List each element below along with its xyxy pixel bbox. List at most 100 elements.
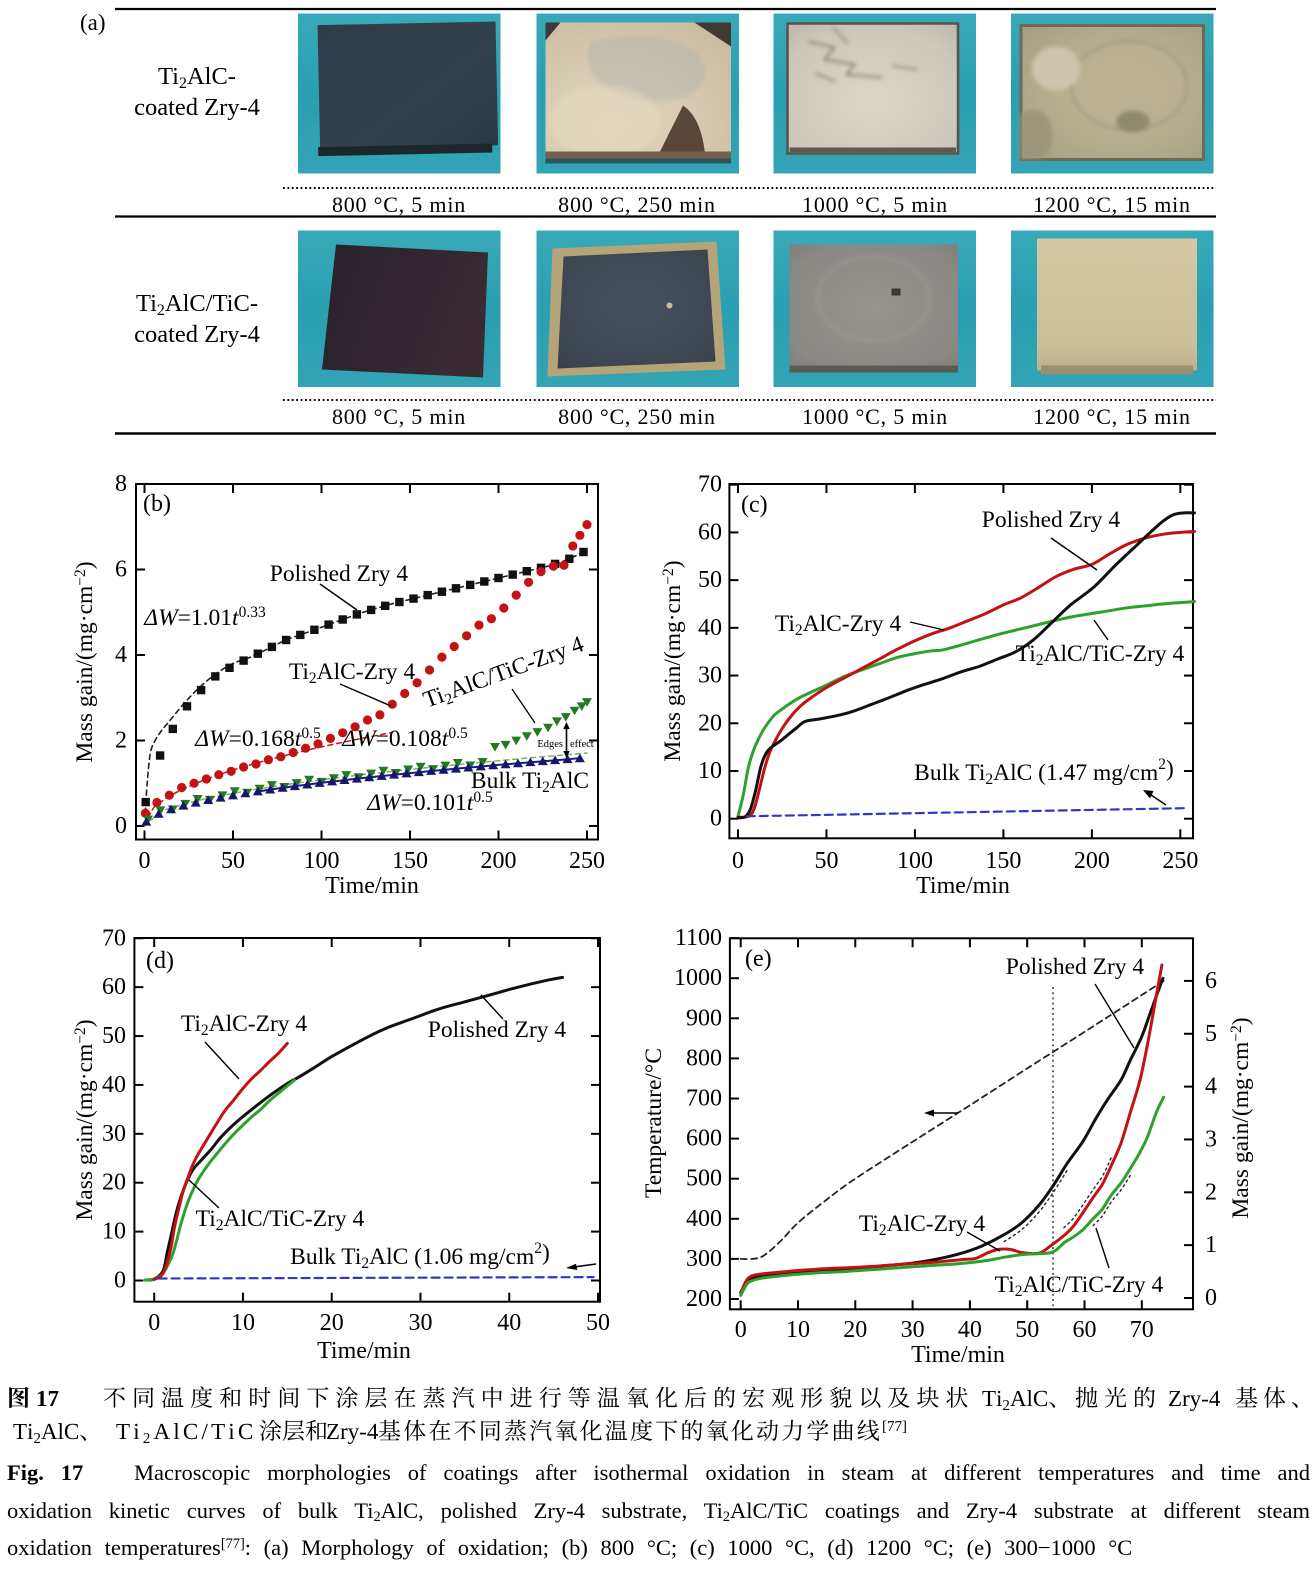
svg-text:Bulk Ti2AlC (1.47 mg/cm2): Bulk Ti2AlC (1.47 mg/cm2) (914, 756, 1174, 788)
svg-text:Time/min: Time/min (916, 873, 1010, 899)
svg-text:0: 0 (732, 848, 744, 874)
svg-text:40: 40 (958, 1317, 982, 1343)
svg-text:50: 50 (586, 1310, 610, 1336)
svg-text:70: 70 (102, 925, 126, 951)
svg-text:150: 150 (985, 848, 1021, 874)
svg-text:40: 40 (497, 1310, 521, 1336)
svg-text:200: 200 (686, 1286, 722, 1312)
svg-text:4: 4 (1205, 1074, 1217, 1100)
svg-text:50: 50 (698, 567, 722, 593)
svg-text:60: 60 (698, 519, 722, 545)
svg-text:Ti2AlC-Zry 4: Ti2AlC-Zry 4 (859, 1211, 986, 1239)
svg-text:60: 60 (102, 974, 126, 1000)
svg-text:0: 0 (1205, 1285, 1217, 1311)
svg-text:800 °C, 250 min: 800 °C, 250 min (558, 192, 716, 217)
svg-text:Bulk Ti2AlC: Bulk Ti2AlC (471, 768, 589, 796)
svg-text:900: 900 (686, 1005, 722, 1031)
svg-text:20: 20 (698, 710, 722, 736)
svg-text:0: 0 (115, 813, 127, 839)
svg-text:5: 5 (1205, 1021, 1217, 1047)
svg-text:300: 300 (686, 1246, 722, 1272)
svg-text:ΔW=0.108t0.5: ΔW=0.108t0.5 (341, 725, 468, 752)
svg-text:100: 100 (897, 848, 933, 874)
svg-text:800: 800 (686, 1045, 722, 1071)
svg-text:Ti2AlC/TiC-Zry 4: Ti2AlC/TiC-Zry 4 (995, 1272, 1164, 1300)
svg-text:Polished Zry 4: Polished Zry 4 (1006, 954, 1145, 980)
svg-text:70: 70 (698, 472, 722, 498)
svg-text:30: 30 (698, 663, 722, 689)
svg-text:coated Zry-4: coated Zry-4 (134, 321, 260, 348)
svg-text:30: 30 (102, 1121, 126, 1147)
svg-text:Ti2AlC-Zry 4: Ti2AlC-Zry 4 (289, 659, 416, 687)
svg-text:1000 °C, 5 min: 1000 °C, 5 min (802, 192, 948, 217)
svg-text:200: 200 (1074, 848, 1110, 874)
svg-text:50: 50 (221, 848, 245, 874)
svg-text:Temperature/°C: Temperature/°C (641, 1048, 667, 1198)
svg-text:0: 0 (710, 806, 722, 832)
svg-text:Ti2AlC/TiC-Zry 4: Ti2AlC/TiC-Zry 4 (196, 1206, 365, 1234)
svg-text:1000 °C, 5 min: 1000 °C, 5 min (802, 404, 948, 429)
svg-text:10: 10 (698, 758, 722, 784)
svg-text:ΔW=1.01t0.33: ΔW=1.01t0.33 (143, 604, 266, 631)
svg-text:150: 150 (392, 848, 428, 874)
svg-text:Ti2AlC-Zry 4: Ti2AlC-Zry 4 (775, 611, 902, 639)
svg-text:70: 70 (1130, 1317, 1154, 1343)
svg-text:Mass gain/(mg·cm−2): Mass gain/(mg·cm−2) (1228, 1017, 1254, 1218)
svg-text:Ti2AlC-: Ti2AlC- (158, 63, 236, 92)
svg-text:700: 700 (686, 1086, 722, 1112)
svg-text:Ti2AlC/TiC-Zry 4: Ti2AlC/TiC-Zry 4 (1016, 641, 1185, 669)
svg-text:Bulk Ti2AlC (1.06 mg/cm2): Bulk Ti2AlC (1.06 mg/cm2) (290, 1240, 550, 1272)
svg-text:Mass gain/(mg·cm−2): Mass gain/(mg·cm−2) (660, 560, 686, 761)
svg-text:(d): (d) (146, 948, 174, 974)
svg-text:50: 50 (1015, 1317, 1039, 1343)
svg-text:2: 2 (1205, 1179, 1217, 1205)
svg-text:1100: 1100 (675, 925, 722, 951)
svg-text:coated Zry-4: coated Zry-4 (134, 94, 260, 121)
svg-text:8: 8 (115, 471, 127, 497)
svg-text:0: 0 (114, 1268, 126, 1294)
svg-text:50: 50 (814, 848, 838, 874)
svg-text:10: 10 (231, 1310, 255, 1336)
svg-text:30: 30 (408, 1310, 432, 1336)
svg-text:30: 30 (901, 1317, 925, 1343)
svg-text:60: 60 (1073, 1317, 1097, 1343)
svg-text:Polished Zry 4: Polished Zry 4 (270, 561, 409, 587)
svg-text:1200 °C, 15 min: 1200 °C, 15 min (1033, 404, 1191, 429)
svg-text:20: 20 (843, 1317, 867, 1343)
svg-text:1: 1 (1205, 1232, 1217, 1258)
svg-text:400: 400 (686, 1206, 722, 1232)
svg-text:Time/min: Time/min (325, 873, 419, 899)
svg-text:10: 10 (786, 1317, 810, 1343)
svg-text:0: 0 (139, 848, 151, 874)
svg-text:effect: effect (570, 739, 594, 750)
svg-text:10: 10 (102, 1219, 126, 1245)
svg-text:6: 6 (1205, 968, 1217, 994)
svg-text:250: 250 (569, 848, 605, 874)
svg-text:100: 100 (304, 848, 340, 874)
svg-text:800 °C, 5 min: 800 °C, 5 min (332, 192, 466, 217)
svg-text:Ti2AlC/TiC-: Ti2AlC/TiC- (136, 290, 258, 319)
svg-text:200: 200 (481, 848, 517, 874)
svg-text:50: 50 (102, 1023, 126, 1049)
svg-text:40: 40 (698, 615, 722, 641)
svg-text:20: 20 (320, 1310, 344, 1336)
svg-text:Ti2AlC/TiC-Zry 4: Ti2AlC/TiC-Zry 4 (420, 631, 588, 715)
svg-text:Polished Zry 4: Polished Zry 4 (982, 507, 1121, 533)
svg-text:(c): (c) (741, 492, 768, 518)
svg-text:800 °C, 250 min: 800 °C, 250 min (558, 404, 716, 429)
svg-text:1200 °C, 15 min: 1200 °C, 15 min (1033, 192, 1191, 217)
svg-text:800 °C, 5 min: 800 °C, 5 min (332, 404, 466, 429)
svg-text:ΔW=0.101t0.5: ΔW=0.101t0.5 (366, 789, 493, 816)
svg-text:2: 2 (115, 728, 127, 754)
svg-text:500: 500 (686, 1166, 722, 1192)
svg-text:0: 0 (735, 1317, 747, 1343)
svg-text:Mass gain/(mg·cm−2): Mass gain/(mg·cm−2) (72, 1019, 98, 1220)
svg-text:Time/min: Time/min (911, 1342, 1005, 1368)
svg-text:6: 6 (115, 557, 127, 583)
svg-text:600: 600 (686, 1126, 722, 1152)
svg-text:1000: 1000 (674, 965, 722, 991)
svg-text:Ti2AlC-Zry 4: Ti2AlC-Zry 4 (181, 1011, 308, 1039)
svg-text:Edges: Edges (537, 739, 563, 750)
svg-text:Polished Zry 4: Polished Zry 4 (428, 1017, 567, 1043)
svg-text:Time/min: Time/min (317, 1338, 411, 1364)
